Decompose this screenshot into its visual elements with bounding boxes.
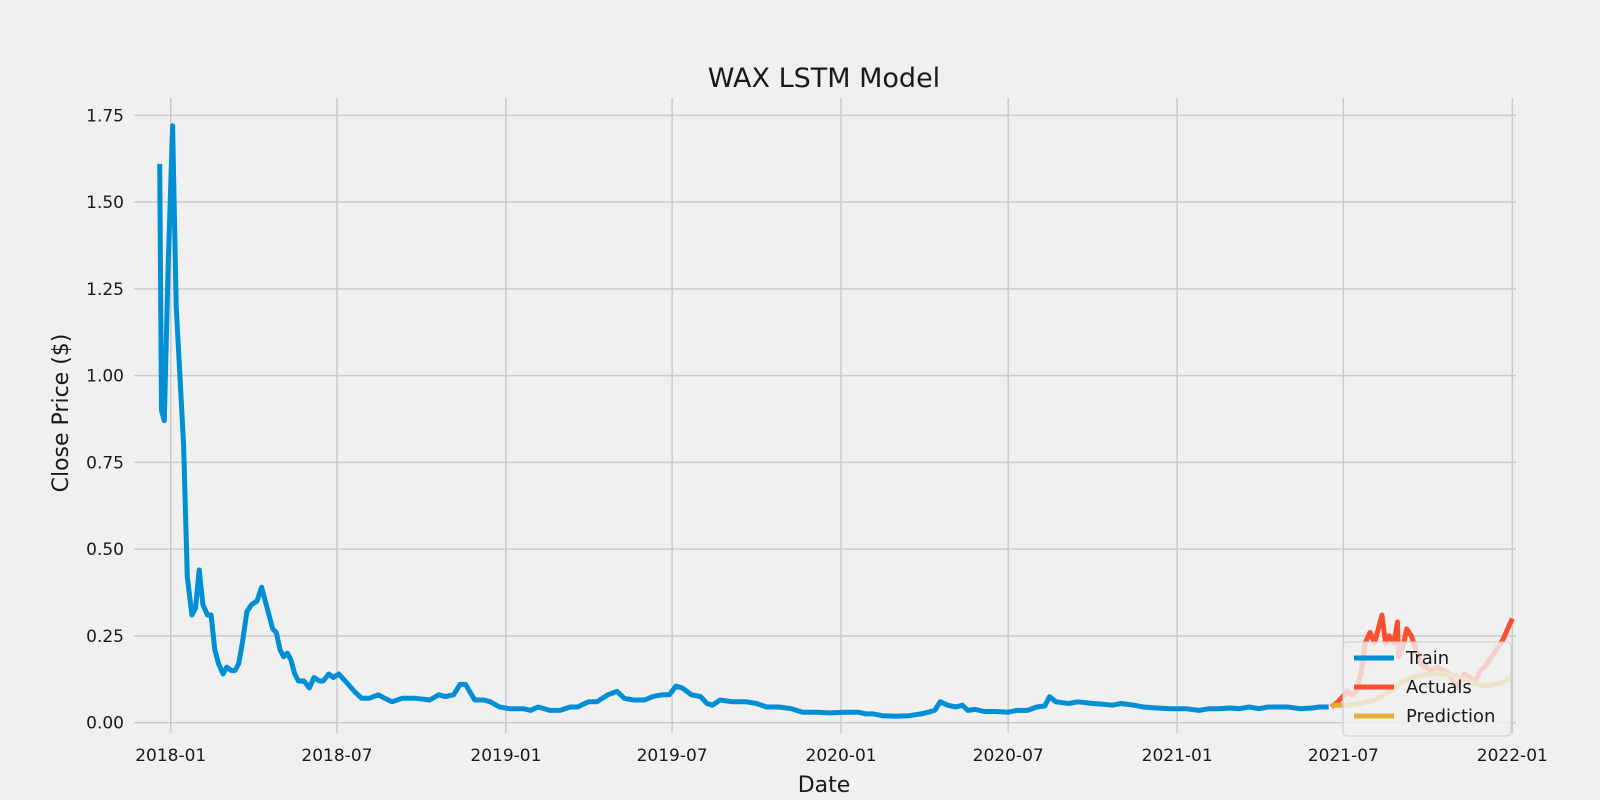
- legend-label-actuals: Actuals: [1406, 677, 1472, 698]
- legend-box: [1342, 641, 1512, 737]
- x-tick-label: 2021-01: [1142, 746, 1213, 766]
- y-tick-label: 0.25: [86, 627, 124, 647]
- chart-title: WAX LSTM Model: [708, 63, 940, 94]
- y-tick-label: 1.00: [86, 367, 124, 387]
- series-line-train: [157, 123, 1329, 719]
- y-tick-label: 0.50: [86, 540, 124, 560]
- x-tick-label: 2019-07: [637, 746, 708, 766]
- x-tick-label: 2018-07: [301, 746, 372, 766]
- x-tick-label: 2021-07: [1308, 746, 1379, 766]
- x-tick-label: 2020-01: [806, 746, 877, 766]
- legend-label-train: Train: [1405, 648, 1449, 669]
- y-axis-title: Close Price ($): [49, 334, 74, 493]
- y-tick-label: 1.50: [86, 193, 124, 213]
- tick-labels: 0.00 0.25 0.50 0.75 1.00 1.25 1.50 1.75 2018-01 2…: [86, 106, 1548, 766]
- x-tick-label: 2020-07: [973, 746, 1044, 766]
- x-tick-label: 2019-01: [470, 746, 541, 766]
- legend-label-prediction: Prediction: [1406, 706, 1495, 727]
- y-tick-label: 0.00: [86, 714, 124, 734]
- x-tick-label: 2018-01: [135, 746, 206, 766]
- x-tick-label: 2022-01: [1477, 746, 1548, 766]
- y-tick-label: 1.75: [86, 106, 124, 126]
- y-tick-label: 1.25: [86, 280, 124, 300]
- x-axis-title: Date: [798, 773, 851, 798]
- legend: Train Actuals Prediction: [1342, 641, 1512, 737]
- y-tick-label: 0.75: [86, 453, 124, 473]
